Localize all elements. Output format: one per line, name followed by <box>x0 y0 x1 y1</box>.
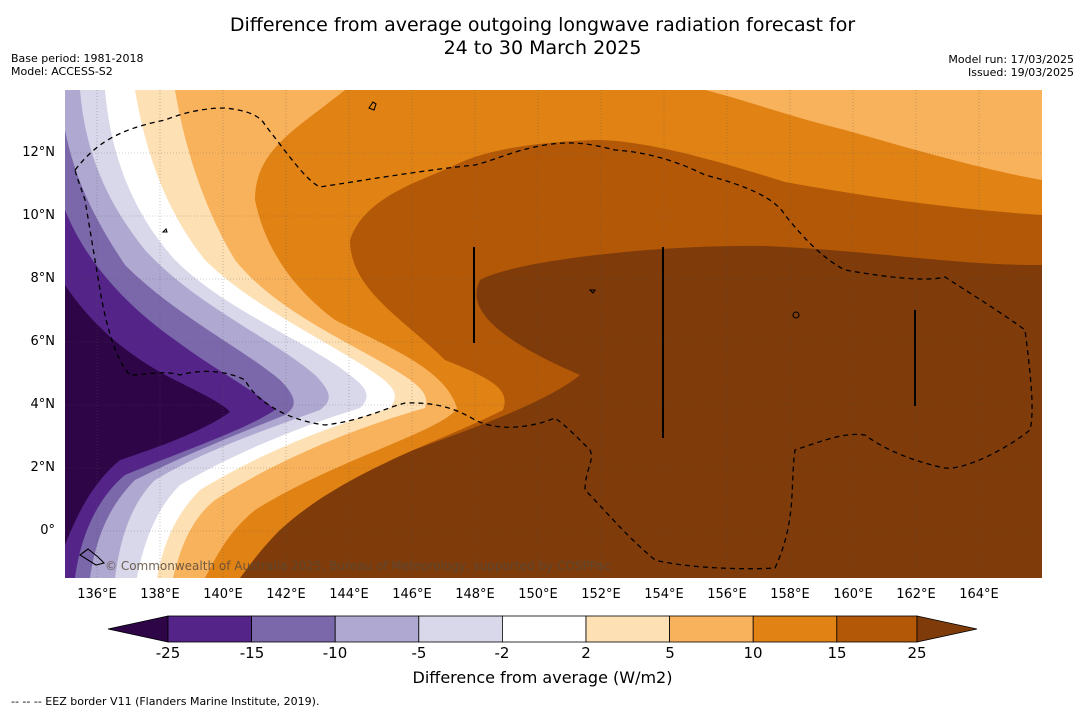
island-icon <box>588 289 597 294</box>
colorbar <box>100 612 990 646</box>
colorbar-tick: 2 <box>581 644 591 662</box>
lat-label: 4°N <box>30 397 56 412</box>
title-line-2: 24 to 30 March 2025 <box>443 37 642 59</box>
model-text: Model: ACCESS-S2 <box>11 65 113 78</box>
lat-label: 8°N <box>30 271 56 286</box>
island-icon <box>161 227 168 233</box>
lon-label: 156°E <box>707 587 747 602</box>
lat-label: 6°N <box>30 334 56 349</box>
model-run-text: Model run: 17/03/2025 <box>948 53 1074 66</box>
colorbar-tick: 10 <box>743 644 763 662</box>
graticule <box>65 90 1042 578</box>
base-period-text: Base period: 1981-2018 <box>11 52 144 65</box>
black-bars <box>473 247 916 438</box>
colorbar-tick: -25 <box>155 644 181 662</box>
copyright-text: © Commonwealth of Australia 2025, Bureau… <box>105 559 611 573</box>
colorbar-extend-high <box>916 615 978 643</box>
island-markers <box>79 101 800 566</box>
island-icon <box>792 311 800 319</box>
issued-text: Issued: 19/03/2025 <box>967 66 1074 79</box>
colorbar-swatch <box>251 615 336 643</box>
lat-label: 12°N <box>22 145 55 160</box>
meta-right: Model run: 17/03/2025 Issued: 19/03/2025 <box>948 53 1074 79</box>
colorbar-tick: 25 <box>907 644 927 662</box>
colorbar-tick: 5 <box>665 644 675 662</box>
island-icon <box>368 101 377 111</box>
title-line-1: Difference from average outgoing longwav… <box>229 14 856 36</box>
map-canvas <box>65 90 1042 578</box>
lat-label: 10°N <box>22 208 55 223</box>
eez-footnote: -- -- -- EEZ border V11 (Flanders Marine… <box>11 695 320 708</box>
lat-label: 2°N <box>30 460 56 475</box>
colorbar-swatch <box>501 615 587 643</box>
colorbar-swatch <box>752 615 838 643</box>
colorbar-extend-low <box>107 615 169 643</box>
band-5-10 <box>65 90 1042 578</box>
lon-label: 164°E <box>959 587 999 602</box>
lon-label: 150°E <box>518 587 558 602</box>
lon-label: 158°E <box>770 587 810 602</box>
map-title: Difference from average outgoing longwav… <box>0 14 1085 60</box>
lat-label: 0° <box>40 523 55 538</box>
colorbar-tick: -2 <box>494 644 510 662</box>
eez-borders <box>74 107 1033 570</box>
colorbar-swatch <box>669 615 754 643</box>
lon-label: 148°E <box>455 587 495 602</box>
colorbar-swatch <box>167 615 252 643</box>
lon-label: 160°E <box>833 587 873 602</box>
lon-label: 142°E <box>266 587 306 602</box>
colorbar-tick: -10 <box>322 644 348 662</box>
lon-label: 162°E <box>896 587 936 602</box>
meta-left: Base period: 1981-2018 Model: ACCESS-S2 <box>11 52 143 78</box>
colorbar-swatch <box>585 615 670 643</box>
olr-anomaly-map <box>65 90 1042 578</box>
colorbar-tick: -15 <box>239 644 265 662</box>
lon-label: 154°E <box>644 587 684 602</box>
lon-label: 136°E <box>77 587 117 602</box>
lon-label: 152°E <box>581 587 621 602</box>
colorbar-swatch <box>334 615 420 643</box>
colorbar-svg <box>107 615 978 643</box>
lon-label: 144°E <box>329 587 369 602</box>
island-icon <box>79 548 106 566</box>
colorbar-swatch <box>418 615 503 643</box>
colorbar-swatch <box>836 615 918 643</box>
lon-label: 140°E <box>203 587 243 602</box>
colorbar-tick: -5 <box>411 644 427 662</box>
colorbar-tick: 15 <box>827 644 847 662</box>
band-below-neg25 <box>65 285 230 545</box>
lon-label: 138°E <box>140 587 180 602</box>
colorbar-title: Difference from average (W/m2) <box>412 668 673 687</box>
lon-label: 146°E <box>392 587 432 602</box>
